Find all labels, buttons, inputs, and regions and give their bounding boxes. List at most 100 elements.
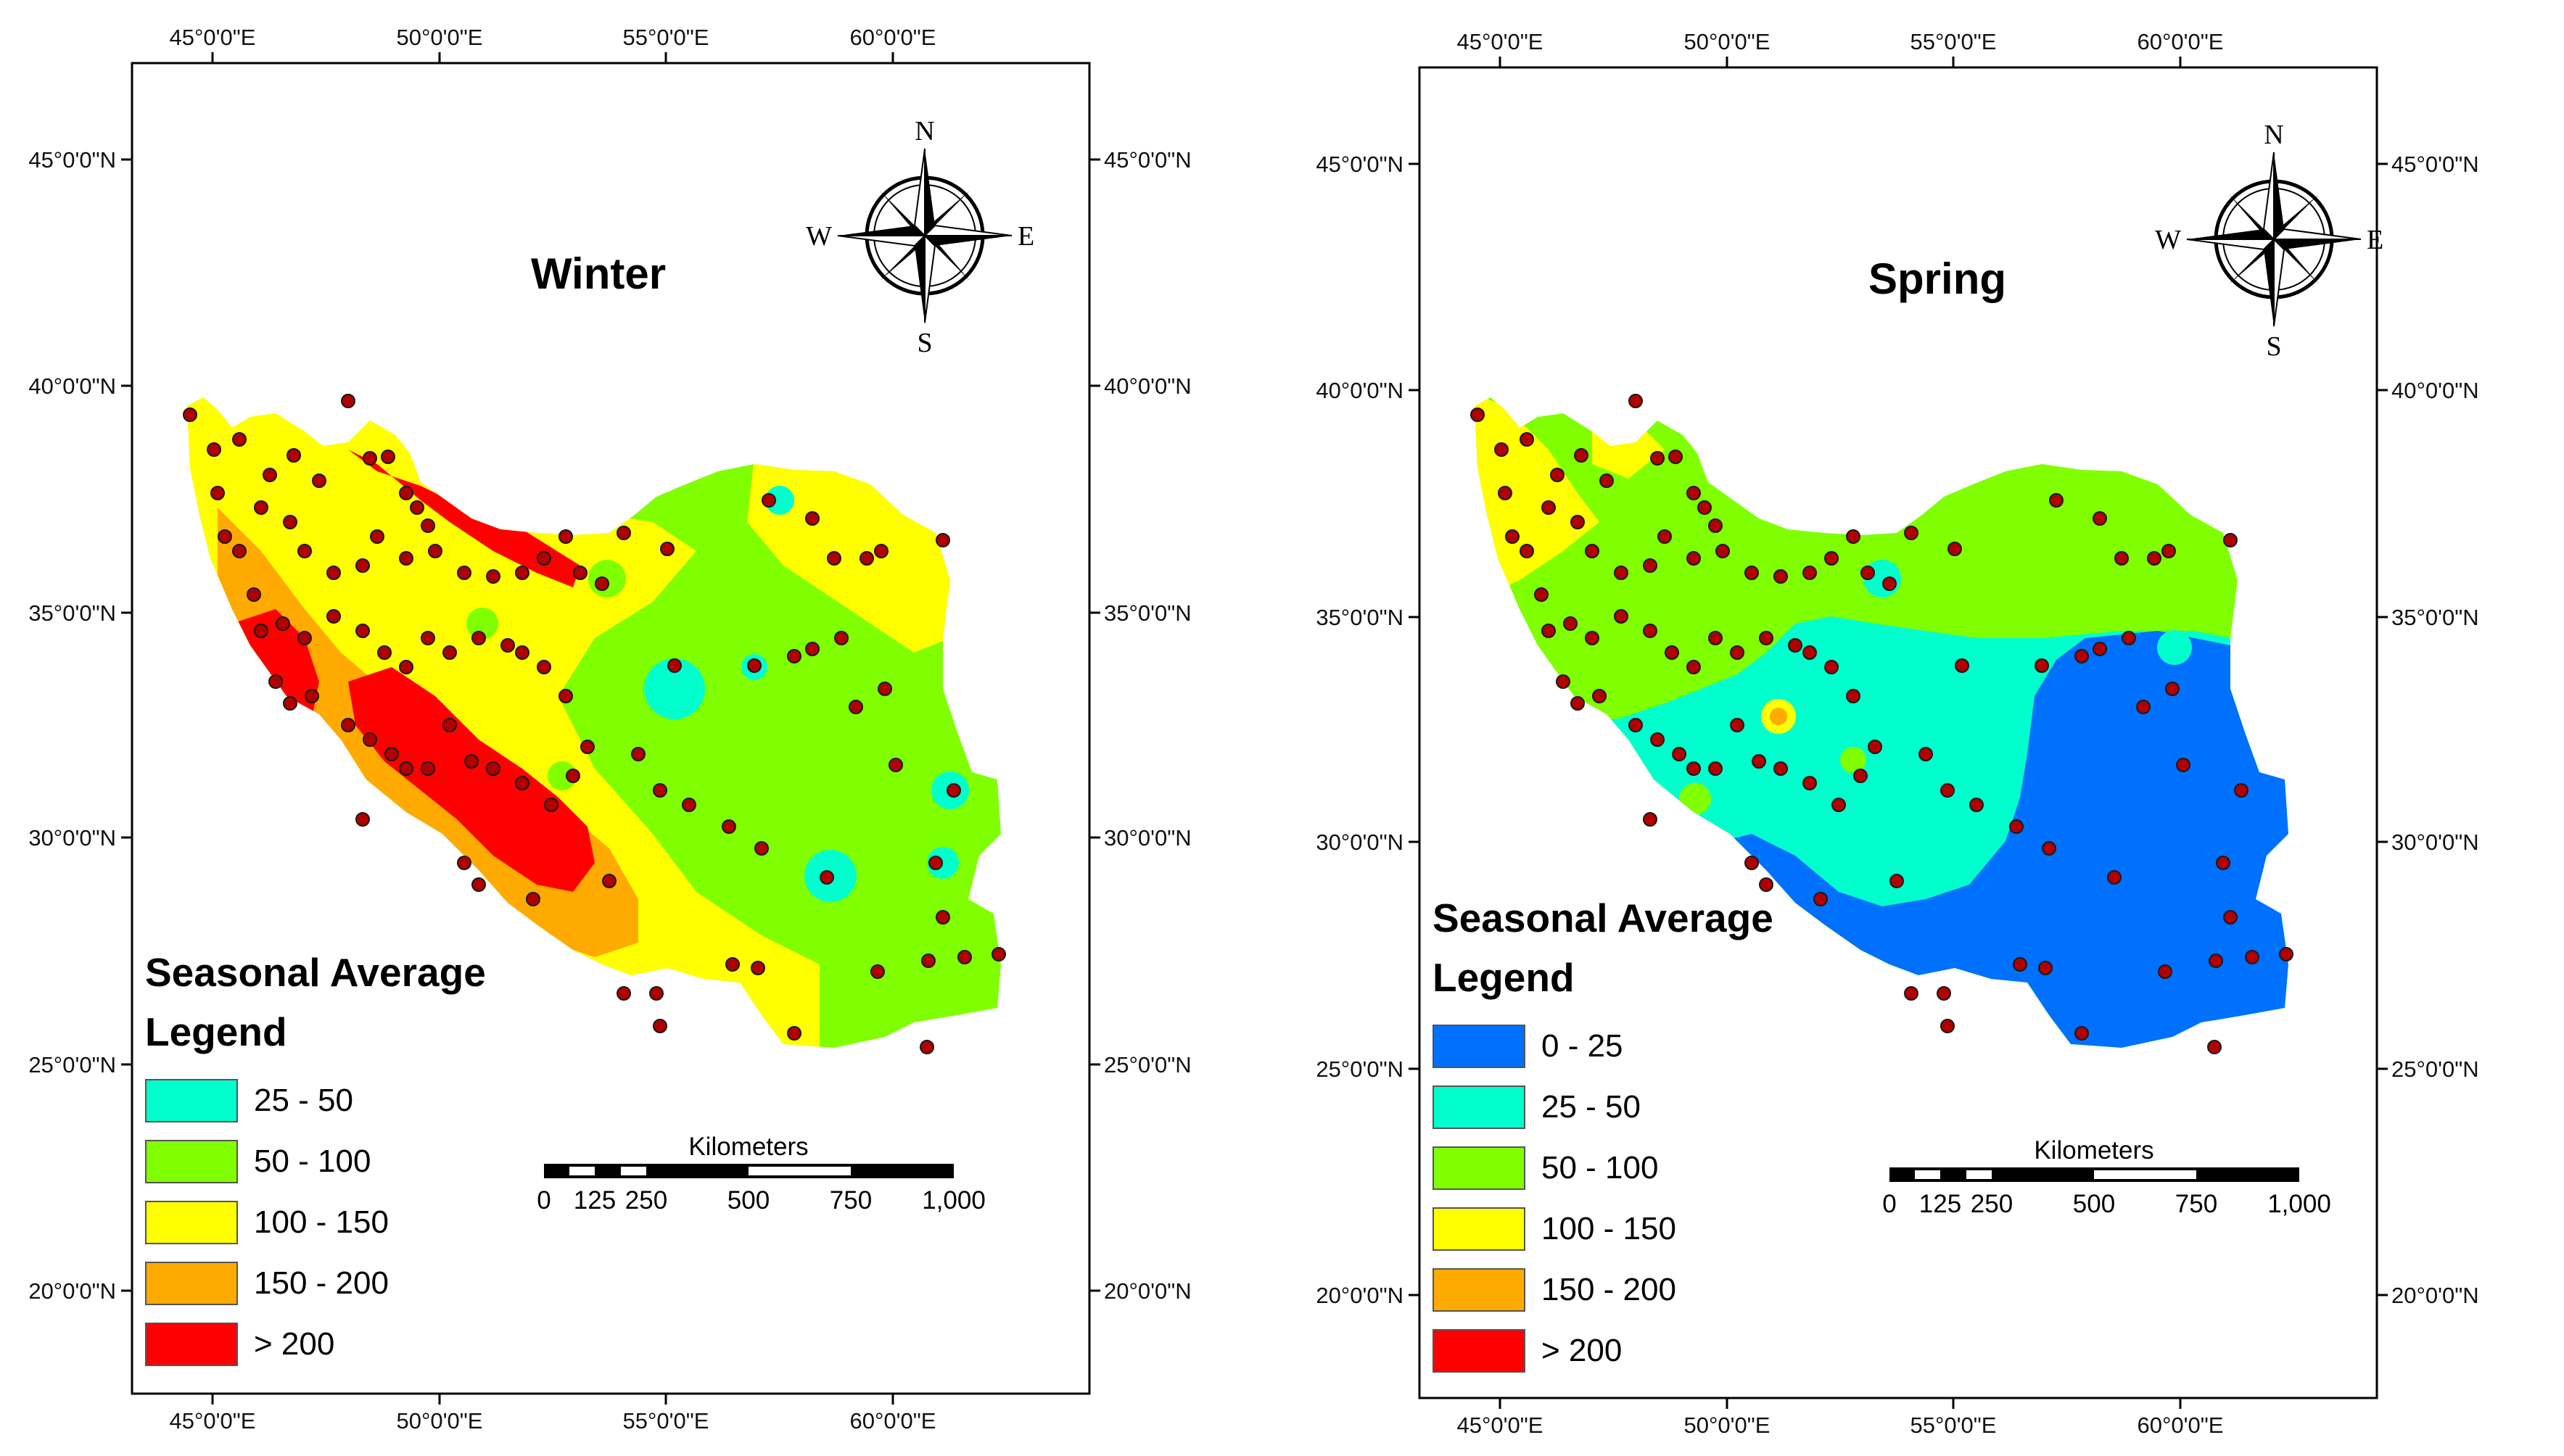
legend-item: 150 - 200: [145, 1259, 486, 1320]
station-marker: [992, 947, 1006, 961]
scale-bar-unit-label: Kilometers: [688, 1133, 808, 1161]
lat-label-left-25: 25°0'0"N: [1316, 1056, 1403, 1082]
lat-label-right-30: 30°0'0"N: [2391, 830, 2479, 855]
legend-swatch: [145, 1140, 238, 1183]
station-marker: [355, 624, 370, 638]
station-marker: [207, 442, 221, 457]
station-marker: [1846, 689, 1860, 703]
station-marker: [667, 658, 682, 673]
lon-label-top-50: 50°0'0"E: [397, 25, 483, 50]
station-marker: [1955, 658, 1969, 673]
station-marker: [276, 616, 290, 631]
lon-label-bottom-50: 50°0'0"E: [1684, 1412, 1771, 1438]
map-frame: [131, 62, 1091, 1395]
station-marker: [2161, 544, 2176, 558]
compass-north-label: N: [915, 116, 934, 146]
station-marker: [341, 718, 355, 732]
station-marker: [787, 1026, 801, 1041]
station-marker: [725, 957, 740, 972]
scale-bar-unit-label: Kilometers: [2034, 1136, 2153, 1165]
station-marker: [805, 642, 820, 656]
station-marker: [1534, 587, 1549, 602]
lon-label-bottom-55: 55°0'0"E: [623, 1408, 709, 1434]
graticule-ticks: [1409, 57, 2388, 1409]
station-marker: [1940, 1019, 1955, 1033]
station-marker: [747, 658, 762, 673]
station-marker: [1947, 542, 1962, 556]
lon-label-bottom-60: 60°0'0"E: [2138, 1412, 2224, 1438]
compass-south-label: S: [2266, 331, 2281, 362]
station-marker: [957, 950, 972, 964]
compass-east-label: E: [2367, 225, 2383, 255]
station-marker: [558, 689, 573, 703]
station-marker: [515, 645, 529, 660]
station-marker: [1614, 566, 1628, 580]
station-marker: [486, 761, 500, 776]
map-panel-winter: 45°0'0"E 50°0'0"E 55°0'0"E 60°0'0"E 45°0…: [0, 0, 1277, 1456]
station-marker: [305, 689, 319, 703]
station-marker: [1556, 674, 1570, 689]
station-marker: [399, 761, 413, 776]
station-marker: [297, 544, 312, 558]
lat-label-right-20: 20°0'0"N: [1104, 1278, 1192, 1304]
station-marker: [2038, 961, 2053, 975]
station-marker: [889, 758, 903, 772]
station-marker: [363, 451, 377, 466]
scale-bar-tick: 750: [830, 1186, 872, 1215]
station-marker: [2122, 631, 2136, 645]
scale-bar-tick: 500: [2073, 1190, 2115, 1218]
lat-label-right-45: 45°0'0"N: [2391, 152, 2479, 177]
station-marker: [2136, 700, 2151, 714]
station-marker: [751, 961, 765, 975]
station-marker: [947, 783, 961, 798]
spring-map-svg: 45°0'0"E 50°0'0"E 55°0'0"E 60°0'0"E 45°0…: [1316, 29, 2479, 1438]
station-marker: [464, 754, 479, 769]
station-marker: [2234, 783, 2248, 798]
station-marker: [878, 682, 892, 696]
station-marker: [2279, 947, 2293, 961]
station-marker: [1574, 448, 1588, 463]
station-marker: [1665, 645, 1679, 660]
lon-label-top-50: 50°0'0"E: [1684, 29, 1771, 54]
scale-bar-tick: 0: [1882, 1190, 1896, 1218]
station-marker: [722, 819, 736, 834]
station-marker: [2042, 841, 2056, 856]
station-marker: [1708, 518, 1723, 533]
station-marker: [827, 551, 841, 566]
station-marker: [1697, 500, 1712, 515]
legend-label: 25 - 50: [1541, 1089, 1641, 1125]
compass-north-label: N: [2264, 120, 2283, 150]
legend-label: 100 - 150: [254, 1204, 389, 1240]
station-marker: [1802, 566, 1817, 580]
station-marker: [421, 761, 435, 776]
station-marker: [1585, 544, 1599, 558]
legend-swatch: [1433, 1025, 1525, 1068]
station-marker: [1882, 576, 1897, 591]
station-marker: [526, 892, 540, 906]
station-marker: [1686, 486, 1701, 500]
station-marker: [1715, 544, 1730, 558]
station-marker: [399, 660, 413, 674]
station-marker: [660, 542, 675, 556]
compass-rose: N S E W: [806, 116, 1034, 358]
station-marker: [363, 732, 377, 747]
station-marker: [2035, 658, 2049, 673]
scale-bar-tick: 500: [727, 1186, 770, 1215]
station-marker: [820, 870, 834, 885]
legend-label: > 200: [1541, 1333, 1623, 1368]
station-marker: [1563, 616, 1578, 631]
station-marker: [232, 544, 247, 558]
lon-label-top-45: 45°0'0"E: [170, 25, 256, 50]
station-marker: [1824, 551, 1839, 566]
station-marker: [183, 408, 197, 422]
station-marker: [428, 544, 442, 558]
lat-label-right-40: 40°0'0"N: [2391, 378, 2479, 403]
legend-label: 50 - 100: [1541, 1150, 1659, 1186]
compass-south-label: S: [917, 328, 932, 358]
station-marker: [2093, 511, 2107, 526]
map-title-winter: Winter: [531, 249, 666, 298]
compass-rose: N S E W: [2155, 120, 2383, 362]
station-marker: [754, 841, 769, 856]
station-marker: [602, 874, 617, 888]
station-marker: [1672, 747, 1686, 761]
